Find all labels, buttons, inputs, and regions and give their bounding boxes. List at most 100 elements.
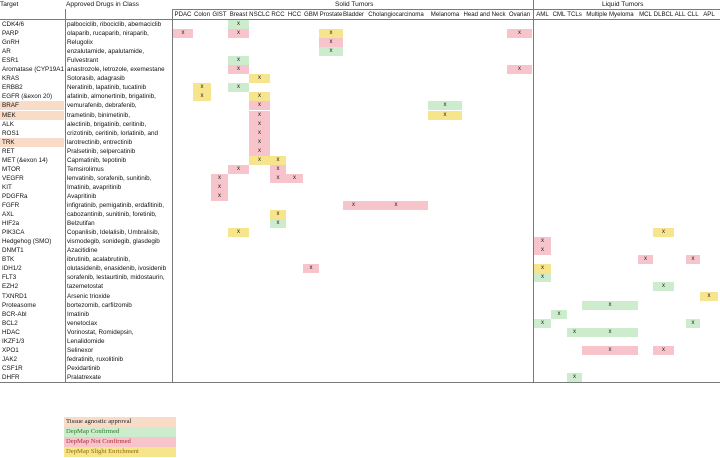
- mark-not-confirmed: x: [638, 255, 653, 265]
- mark-slight: x: [270, 210, 286, 220]
- row-drugs: lenvatinib, sorafenib, sunitinib,: [67, 174, 152, 182]
- mark-not-confirmed: x: [319, 38, 343, 48]
- mark-not-confirmed: x: [249, 137, 270, 147]
- column-divider: [533, 0, 534, 382]
- row-target: DHFR: [2, 373, 20, 381]
- mark-not-confirmed: x: [303, 264, 319, 274]
- mark-confirmed: x: [228, 83, 249, 93]
- row-drugs: Pexidartinib: [67, 364, 100, 372]
- mark-not-confirmed: x: [249, 101, 270, 111]
- row-drugs: Lenalidomide: [67, 337, 105, 345]
- row-drugs: Capmatinib, tepotinib: [67, 156, 127, 164]
- row-drugs: Pralatrexate: [67, 373, 101, 381]
- row-target: IKZF1/3: [2, 337, 25, 345]
- column-header-melanoma: Melanoma: [430, 11, 460, 18]
- tissue-agnostic-highlight: [0, 101, 64, 111]
- tissue-agnostic-highlight: [0, 137, 64, 147]
- column-header-aml: AML: [536, 11, 549, 18]
- mark-slight: x: [249, 155, 270, 165]
- mark-confirmed: x: [582, 300, 638, 310]
- row-target: DNMT1: [2, 247, 24, 255]
- row-drugs: enzalutamide, apalutamide,: [67, 48, 145, 56]
- mark-confirmed: x: [551, 309, 567, 319]
- row-drugs: venetoclax: [67, 319, 98, 327]
- row-target: ERBB2: [2, 84, 23, 92]
- column-header-gist: GIST: [212, 11, 227, 18]
- column-header-nsclc: NSCLC: [249, 11, 270, 18]
- row-drugs: vismodegib, sonidegib, glasdegib: [67, 238, 160, 246]
- column-header-bladder: Bladder: [343, 11, 365, 18]
- row-target: BTK: [2, 256, 15, 264]
- column-header-gbm: GBM: [304, 11, 318, 18]
- row-drugs: infigratinib, pemigatinib, erdafitinib,: [67, 202, 164, 209]
- column-header-all: ALL: [674, 11, 686, 18]
- row-drugs: tazemetostat: [67, 283, 104, 291]
- row-drugs: larotrectinib, entrectinib: [67, 138, 133, 146]
- mark-confirmed: x: [270, 219, 286, 229]
- row-drugs: alectinib, brigatinib, ceritinib,: [67, 120, 147, 128]
- mark-not-confirmed: x: [249, 146, 270, 156]
- column-header-pdac: PDAC: [174, 11, 192, 18]
- mark-not-confirmed: x: [249, 110, 270, 120]
- row-target: BCR-Abl: [2, 310, 27, 318]
- row-target: Proteasome: [2, 301, 36, 309]
- header-approved-drugs: Approved Drugs in Class: [66, 1, 139, 8]
- mark-not-confirmed: x: [173, 29, 193, 39]
- row-target: MTOR: [2, 165, 21, 173]
- column-header-cml: CML: [552, 11, 566, 18]
- row-target: Hedgehog (SMO): [2, 238, 52, 246]
- row-target: CDK4/6: [2, 21, 25, 28]
- row-drugs: Imatinib, avapritinib: [67, 183, 122, 191]
- legend-tissue-agnostic: Tissue agnostic approval: [64, 417, 176, 427]
- mark-confirmed: x: [567, 327, 582, 337]
- row-drugs: Copanlisib, Idelalisib, Umbralisib,: [67, 229, 160, 237]
- row-target: ESR1: [2, 57, 19, 65]
- mark-confirmed: x: [228, 20, 249, 30]
- row-drugs: Arsenic trioxide: [67, 292, 111, 300]
- row-drugs: trametinib, binimetinib,: [67, 111, 130, 119]
- row-drugs: anastrozole, letrozole, exemestane: [67, 66, 165, 74]
- mark-not-confirmed: x: [534, 246, 551, 256]
- mark-not-confirmed: x: [211, 191, 228, 201]
- mark-confirmed: x: [534, 273, 551, 283]
- row-drugs: Pralsetinib, selpercatinib: [67, 147, 136, 155]
- row-target: CSF1R: [2, 364, 23, 372]
- row-target: JAK2: [2, 355, 18, 363]
- mark-slight: x: [249, 74, 270, 84]
- row-target: TXNRD1: [2, 292, 28, 300]
- column-header-cholangiocarcinoma: Cholangiocarcinoma: [368, 11, 424, 18]
- mark-slight: x: [193, 83, 211, 93]
- column-header-dlbcl: DLBCL: [653, 11, 674, 18]
- mark-confirmed: x: [228, 56, 249, 66]
- header-target: Target: [0, 1, 19, 8]
- row-drugs: Selinexor: [67, 346, 94, 354]
- mark-not-confirmed: x: [211, 182, 228, 192]
- column-header-prostate: Prostate: [319, 11, 343, 18]
- row-target: BCL2: [2, 319, 18, 327]
- mark-confirmed: x: [653, 282, 674, 292]
- row-drugs: cabozantinib, sunitinib, foretinib,: [67, 211, 157, 219]
- mark-not-confirmed: x: [582, 345, 638, 355]
- mark-confirmed: x: [428, 101, 462, 111]
- row-drugs: Sotorasib, adagrasib: [67, 75, 125, 83]
- row-target: ROS1: [2, 129, 20, 137]
- mark-slight: x: [534, 264, 551, 274]
- row-drugs: Relugolix: [67, 39, 93, 47]
- column-header-mcl: MCL: [639, 11, 652, 18]
- column-header-head-and-neck: Head and Neck: [463, 11, 506, 18]
- row-target: VEGFR: [2, 174, 24, 182]
- row-drugs: ibrutinib, acalabrutinib,: [67, 256, 131, 264]
- row-target: IDH1/2: [2, 265, 22, 273]
- mark-not-confirmed: x: [364, 201, 428, 211]
- mark-slight: x: [319, 29, 343, 39]
- row-target: HIF2a: [2, 220, 20, 228]
- mark-confirmed: x: [686, 318, 700, 328]
- row-target: AR: [2, 48, 11, 56]
- mark-not-confirmed: x: [507, 65, 532, 75]
- mark-not-confirmed: x: [507, 29, 532, 39]
- column-divider: [65, 9, 66, 382]
- mark-not-confirmed: x: [228, 29, 249, 39]
- row-drugs: Temsirolimus: [67, 165, 104, 173]
- mark-not-confirmed: x: [228, 164, 249, 174]
- row-target: KRAS: [2, 75, 20, 83]
